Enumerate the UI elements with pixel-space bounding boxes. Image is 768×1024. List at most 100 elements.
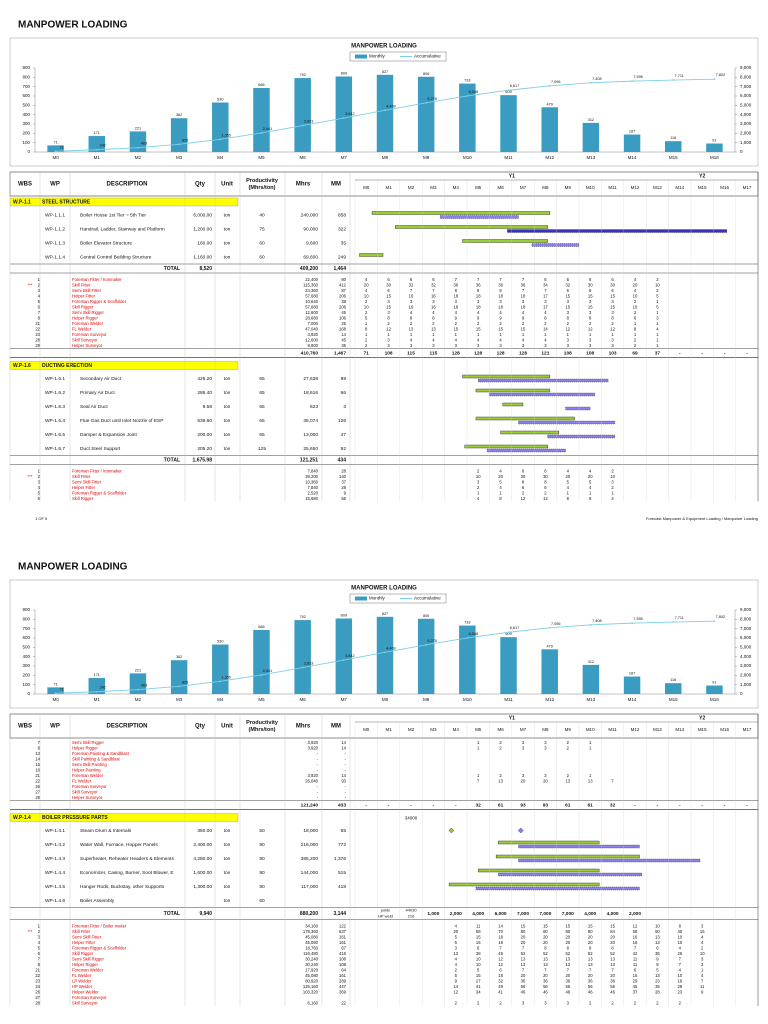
line-point <box>672 79 675 81</box>
month-value: 20 <box>588 474 593 479</box>
month-value: 2 <box>455 321 458 326</box>
month-value: 93 <box>520 802 526 808</box>
month-value: 3 <box>522 343 525 348</box>
month-value: 30 <box>521 474 526 479</box>
unit: ton <box>224 842 231 848</box>
month-value: 2 <box>701 945 704 950</box>
unit: ton <box>224 884 231 890</box>
month-value: 6 <box>432 277 435 282</box>
month-value: 10 <box>655 282 660 287</box>
month-value: 2 <box>365 337 368 342</box>
craft-name: Skill Fitter <box>72 474 91 479</box>
month-value: 6 <box>544 485 547 490</box>
total-note-label: HP weld <box>378 914 393 919</box>
y2-tick-label: 9,000 <box>740 607 752 612</box>
data-label: 1,355 <box>222 133 232 137</box>
gantt-bar <box>498 872 642 877</box>
month-value: 20 <box>588 934 593 939</box>
month-value: 7 <box>544 967 547 972</box>
craft-mm: 28 <box>341 485 346 490</box>
month-value: 13 <box>409 326 414 331</box>
month-value: 32 <box>565 282 570 287</box>
data-label: 809 <box>341 71 347 75</box>
legend-swatch <box>355 54 367 59</box>
month-value: 6 <box>567 288 570 293</box>
month-value: 4 <box>499 337 502 342</box>
craft-mhrs: 116,480 <box>303 951 318 956</box>
craft-name: Foreman Welder <box>72 967 104 972</box>
bar <box>212 102 229 152</box>
month-value: 10 <box>655 923 660 928</box>
bar <box>459 625 476 694</box>
month-value: 10 <box>633 304 638 309</box>
month-value: 15 <box>476 940 481 945</box>
y-tick-label: 700 <box>22 84 30 89</box>
month-value: 13 <box>610 956 615 961</box>
column-header-line: (Mhrs/ton) <box>249 727 276 733</box>
craft-no: 1 <box>38 277 41 282</box>
wp-code: WP-1.1.3 <box>45 240 65 246</box>
wp-code: WP-1.4.1 <box>45 828 65 834</box>
gantt-bar <box>462 374 551 379</box>
mhrs: 13,000 <box>303 432 318 438</box>
wp-code: WP-1.6.7 <box>45 446 65 452</box>
craft-mm: 369 <box>339 989 347 994</box>
month-value: 1 <box>589 740 592 745</box>
total-qty: 1,675.98 <box>193 457 213 463</box>
month-value: 7 <box>455 277 458 282</box>
data-label: 463 <box>141 142 147 146</box>
milestone <box>448 827 455 834</box>
month-value: 4 <box>365 277 368 282</box>
line-point <box>507 89 510 92</box>
data-label: 71 <box>53 682 57 686</box>
month-value: - <box>679 351 681 356</box>
craft-no: 2 <box>38 282 41 287</box>
data-label: 7,408 <box>592 619 602 623</box>
month-value: 3 <box>455 299 458 304</box>
y-tick-label: 300 <box>22 663 30 668</box>
craft-name: Foreman Welder <box>72 321 104 326</box>
data-label: 5,275 <box>427 639 437 643</box>
month-value: 36 <box>521 978 526 983</box>
data-label: 171 <box>94 131 100 135</box>
month-value: 4 <box>455 962 458 967</box>
month-value: 15 <box>498 326 503 331</box>
productivity: 65 <box>259 390 265 396</box>
chart-title: MANPOWER LOADING <box>351 44 417 50</box>
month-value: 2 <box>567 740 570 745</box>
data-label: 6,008 <box>469 90 479 94</box>
month-value: 45 <box>633 984 638 989</box>
data-label: 2,833 <box>304 662 314 666</box>
month-value: 7 <box>477 778 480 783</box>
craft-no: 4 <box>38 293 41 298</box>
gantt-bar <box>531 243 580 247</box>
data-label: 7,096 <box>551 80 561 84</box>
month-header: M1 <box>385 185 392 190</box>
column-header-line: Productivity <box>246 178 279 184</box>
mm: 92 <box>341 446 347 452</box>
craft-mhrs: 30,240 <box>305 956 318 961</box>
qty: 205.20 <box>197 446 212 452</box>
month-value: 3 <box>477 299 480 304</box>
data-label: 530 <box>217 98 223 102</box>
craft-no: 3 <box>38 934 41 939</box>
line-point <box>425 101 428 104</box>
craft-no: 6 <box>38 304 41 309</box>
month-value: 4 <box>544 337 547 342</box>
month-value: 6 <box>589 277 592 282</box>
month-value: 12 <box>386 326 391 331</box>
bar <box>459 83 476 152</box>
craft-mm: 14 <box>341 740 346 745</box>
month-value: 3 <box>455 945 458 950</box>
productivity: 125 <box>258 446 266 452</box>
month-value: - <box>433 803 435 808</box>
qty: 200.00 <box>197 432 212 438</box>
month-header: M12 <box>631 727 640 732</box>
month-value: 1 <box>589 490 592 495</box>
bar <box>376 616 394 694</box>
craft-name: FL Welder <box>72 973 92 978</box>
legend-swatch <box>355 596 367 601</box>
month-value: 15 <box>588 304 593 309</box>
craft-mhrs: - <box>317 762 319 767</box>
month-value: 3 <box>432 299 435 304</box>
